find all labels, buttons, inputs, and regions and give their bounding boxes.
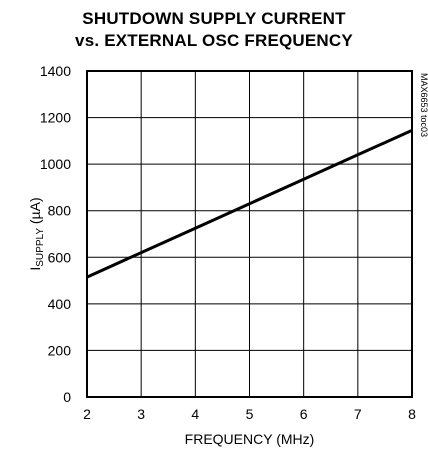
y-tick-label: 600 — [48, 249, 72, 265]
x-tick-label: 2 — [83, 406, 91, 422]
chart-title-line-1: SHUTDOWN SUPPLY CURRENT — [82, 9, 346, 28]
x-axis-label: FREQUENCY (MHz) — [185, 431, 315, 447]
data-series — [86, 129, 413, 279]
x-tick-label: 5 — [246, 406, 254, 422]
x-tick-label: 6 — [300, 406, 308, 422]
y-tick-label: 1200 — [40, 110, 71, 126]
x-tick-label: 8 — [408, 406, 416, 422]
y-axis-label: ISUPPLY (µA) — [27, 197, 46, 270]
x-tick-label: 7 — [354, 406, 362, 422]
plot-frame — [86, 70, 413, 398]
x-tick-label: 4 — [191, 406, 199, 422]
chart-title: SHUTDOWN SUPPLY CURRENT vs. EXTERNAL OSC… — [0, 8, 428, 52]
grid-lines — [87, 71, 412, 397]
y-axis-label-subscript: SUPPLY — [35, 228, 46, 267]
y-tick-label: 400 — [48, 296, 72, 312]
y-tick-labels: 0 200 400 600 800 1000 1200 1400 — [40, 63, 71, 405]
y-tick-label: 0 — [63, 389, 71, 405]
chart-title-line-2: vs. EXTERNAL OSC FREQUENCY — [75, 31, 353, 50]
y-axis-label-unit: (µA) — [27, 197, 43, 228]
figure-code: MAX6653 toc03 — [419, 73, 428, 137]
x-tick-label: 3 — [137, 406, 145, 422]
y-tick-label: 800 — [48, 203, 72, 219]
x-tick-labels: 2 3 4 5 6 7 8 — [83, 406, 416, 422]
y-tick-label: 200 — [48, 342, 72, 358]
y-tick-label: 1400 — [40, 63, 71, 79]
y-axis-label-main: I — [27, 267, 43, 271]
y-tick-label: 1000 — [40, 156, 71, 172]
series-line — [86, 129, 413, 279]
